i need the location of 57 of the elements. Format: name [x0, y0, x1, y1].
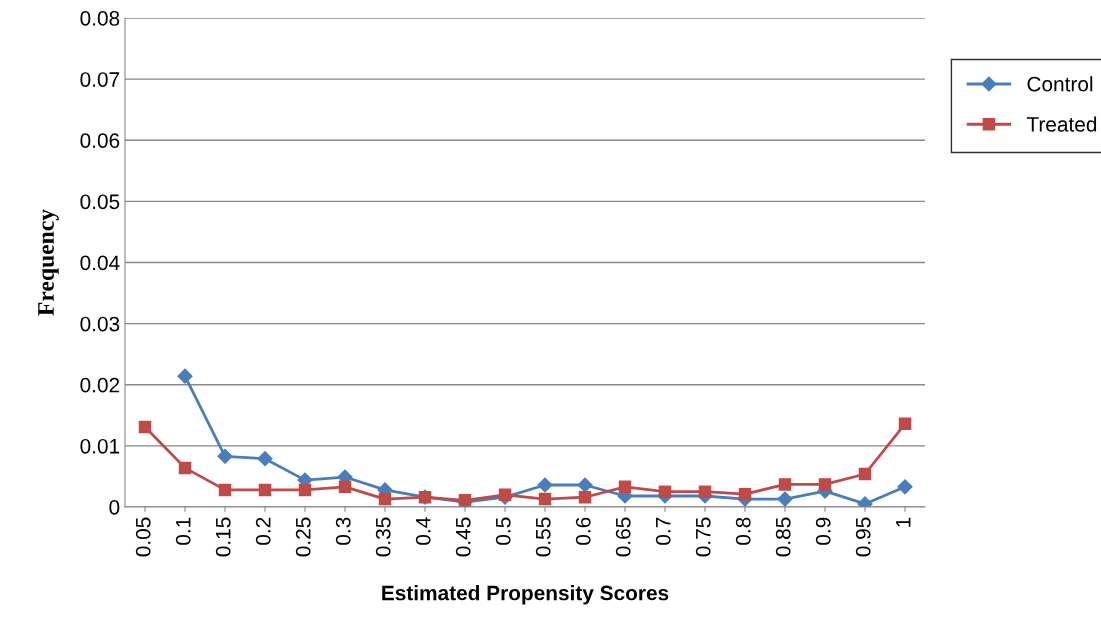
y-tick-label: 0.07 — [80, 72, 120, 87]
x-tick-label: 0.15 — [215, 517, 231, 557]
y-tick-label: 0.05 — [80, 194, 120, 210]
x-tick-label: 0.9 — [815, 517, 831, 545]
y-tick-label: 0.01 — [80, 438, 120, 454]
point — [178, 461, 192, 475]
point — [298, 483, 312, 497]
x-tick-label: 0.85 — [775, 517, 791, 557]
x-tick-label: 1 — [896, 517, 911, 527]
point — [818, 478, 832, 491]
legend-label: Treated — [1026, 116, 1097, 132]
point — [898, 417, 912, 431]
x-tick-label: 0.1 — [175, 517, 191, 545]
point — [258, 483, 272, 497]
point — [658, 485, 672, 498]
point — [618, 480, 632, 494]
x-tick-label: 0.45 — [455, 517, 471, 557]
x-tick-label: 0.55 — [535, 517, 551, 557]
point — [897, 479, 913, 495]
x-tick-label: 0.4 — [415, 517, 431, 545]
point — [138, 420, 152, 434]
x-tick-label: 0.5 — [495, 517, 511, 545]
point — [218, 483, 232, 497]
x-tick-label: 0.7 — [655, 517, 671, 545]
point — [858, 467, 872, 481]
x-tick-label: 0.25 — [295, 517, 311, 557]
point — [577, 477, 593, 493]
point — [538, 492, 552, 506]
x-tick-label: 0.8 — [735, 517, 751, 545]
y-axis-title: Frequency — [38, 209, 59, 316]
y-tick-label: 0.04 — [80, 255, 120, 271]
point — [217, 448, 233, 464]
point — [578, 490, 592, 504]
y-tick-label: 0.03 — [80, 316, 120, 332]
point — [698, 485, 712, 498]
y-tick-label: 0 — [109, 500, 120, 515]
point — [378, 492, 392, 506]
x-axis-title: Estimated Propensity Scores — [382, 585, 669, 605]
point — [177, 368, 193, 384]
legend-label: Control — [1027, 76, 1093, 92]
y-tick-label: 0.02 — [80, 377, 120, 393]
point — [777, 491, 793, 507]
x-tick-label: 0.05 — [135, 517, 151, 557]
y-tick-label: 0.06 — [80, 133, 120, 148]
x-tick-label: 0.3 — [335, 517, 351, 545]
point — [257, 451, 273, 467]
x-tick-label: 0.75 — [695, 517, 711, 557]
x-tick-label: 0.35 — [375, 517, 391, 557]
x-tick-label: 0.65 — [615, 517, 631, 557]
x-tick-label: 0.2 — [255, 517, 271, 545]
point — [338, 480, 352, 494]
y-tick-label: 0.08 — [80, 11, 120, 26]
x-tick-label: 0.95 — [855, 517, 871, 557]
point — [537, 477, 553, 493]
point — [738, 487, 752, 501]
point — [778, 478, 792, 491]
x-tick-label: 0.6 — [575, 517, 591, 545]
